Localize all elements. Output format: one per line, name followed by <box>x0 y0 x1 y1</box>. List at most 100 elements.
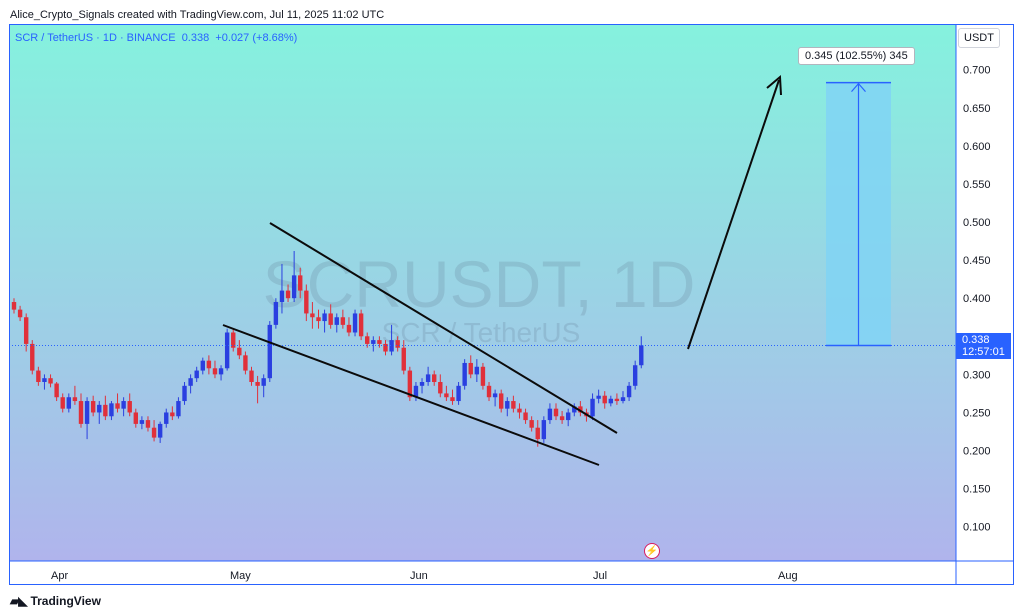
candle-body <box>157 423 163 438</box>
candle-body <box>614 398 620 402</box>
candle-body <box>23 317 29 344</box>
y-tick-label: 0.250 <box>963 407 991 419</box>
candle-body <box>572 406 577 413</box>
time-axis-ticks: Apr May Jun Jul Aug <box>51 570 798 582</box>
footer-brand-text: TradingView <box>30 594 101 608</box>
y-tick-label: 0.450 <box>963 255 991 267</box>
candle-body <box>200 360 205 371</box>
x-tick-label: Aug <box>778 570 798 582</box>
candle-body <box>139 420 145 424</box>
candle-body <box>553 408 559 417</box>
candle-body <box>267 324 272 379</box>
candle-body <box>565 412 571 421</box>
y-tick-label: 0.100 <box>963 522 991 534</box>
candle-body <box>48 378 53 384</box>
y-tick-label: 0.550 <box>963 179 991 191</box>
candle-body <box>456 385 461 402</box>
candle-body <box>632 365 638 386</box>
candle-body <box>176 401 181 417</box>
candle-body <box>249 370 254 382</box>
drawings-layer[interactable] <box>222 74 782 466</box>
price-tag-countdown: 12:57:01 <box>962 346 1005 358</box>
y-tick-label: 0.200 <box>963 446 991 458</box>
candle-body <box>334 317 339 325</box>
candle-body <box>639 345 644 366</box>
price-change: +0.027 (+8.68%) <box>215 32 298 44</box>
candle-body <box>486 385 492 398</box>
watermark-ticker: SCRUSDT, 1D <box>263 247 696 321</box>
candle-body <box>352 313 358 333</box>
candle-body <box>492 393 498 398</box>
price-range-arrow-head <box>851 82 866 93</box>
candle-body <box>365 336 370 344</box>
candle-body <box>505 401 510 409</box>
candle-body <box>54 383 59 398</box>
wedge-upper-trendline <box>269 222 618 434</box>
candle-body <box>547 408 553 421</box>
wedge-lower-trendline <box>222 324 600 466</box>
candle-body <box>608 398 614 404</box>
candles-layer <box>11 250 644 447</box>
candle-body <box>145 420 151 428</box>
symbol-legend[interactable]: SCR / TetherUS · 1D · BINANCE 0.338 +0.0… <box>15 32 297 44</box>
candle-body <box>444 393 449 398</box>
candle-body <box>346 324 352 333</box>
projection-arrow-line <box>687 79 780 350</box>
candle-body <box>541 420 547 440</box>
lightning-icon[interactable]: ⚡ <box>644 543 660 559</box>
candle-body <box>78 401 84 424</box>
candle-body <box>170 412 175 417</box>
candle-body <box>97 404 102 413</box>
candle-body <box>340 317 346 325</box>
candle-body <box>523 412 528 421</box>
y-tick-label: 0.700 <box>963 65 991 77</box>
candle-body <box>109 403 114 417</box>
candle-body <box>255 382 260 386</box>
candle-body <box>218 368 224 375</box>
candlestick-chart[interactable]: SCRUSDT, 1D SCR / TetherUS 0.700 0.650 0.6… <box>9 24 1014 585</box>
candle-body <box>535 427 540 440</box>
chart-area[interactable]: SCRUSDT, 1D SCR / TetherUS 0.700 0.650 0.6… <box>9 24 1014 585</box>
candle-body <box>127 401 132 413</box>
candle-body <box>30 343 35 371</box>
candle-body <box>164 412 169 424</box>
y-tick-label: 0.400 <box>963 293 991 305</box>
price-range-label: 0.345 (102.55%) 345 <box>798 47 915 65</box>
x-tick-label: Apr <box>51 570 68 582</box>
y-tick-label: 0.650 <box>963 103 991 115</box>
currency-selector[interactable]: USDT <box>958 28 1000 48</box>
candle-body <box>42 378 47 382</box>
candle-body <box>602 395 607 404</box>
candle-body <box>517 408 522 413</box>
watermark-name: SCR / TetherUS <box>382 317 581 348</box>
x-tick-label: May <box>230 570 251 582</box>
candle-body <box>322 313 327 322</box>
candle-body <box>626 385 632 398</box>
candle-body <box>425 374 431 382</box>
current-price-tag: 0.338 12:57:01 <box>956 333 1011 359</box>
symbol-name[interactable]: SCR / TetherUS · 1D · BINANCE <box>15 32 176 44</box>
candle-body <box>121 401 126 409</box>
price-range-tool[interactable] <box>826 81 891 347</box>
candle-body <box>559 416 565 421</box>
candle-body <box>90 401 96 413</box>
candle-body <box>358 313 364 337</box>
candle-body <box>480 366 486 386</box>
time-axis-panel[interactable] <box>9 561 1014 585</box>
candle-body <box>401 347 406 371</box>
candle-body <box>590 398 595 417</box>
x-tick-label: Jul <box>593 570 607 582</box>
chart-border <box>9 24 1014 585</box>
last-price: 0.338 <box>181 32 210 44</box>
candle-body <box>389 340 394 352</box>
candle-body <box>224 332 230 369</box>
candle-body <box>231 332 236 348</box>
price-tag-value: 0.338 <box>962 334 990 346</box>
candle-body <box>11 302 17 310</box>
candle-body <box>36 370 41 382</box>
candle-body <box>474 366 480 375</box>
candle-body <box>407 370 413 398</box>
footer-branding[interactable]: ▰◣ TradingView <box>10 594 101 608</box>
price-axis-panel[interactable] <box>956 24 1014 561</box>
candle-body <box>243 355 248 371</box>
